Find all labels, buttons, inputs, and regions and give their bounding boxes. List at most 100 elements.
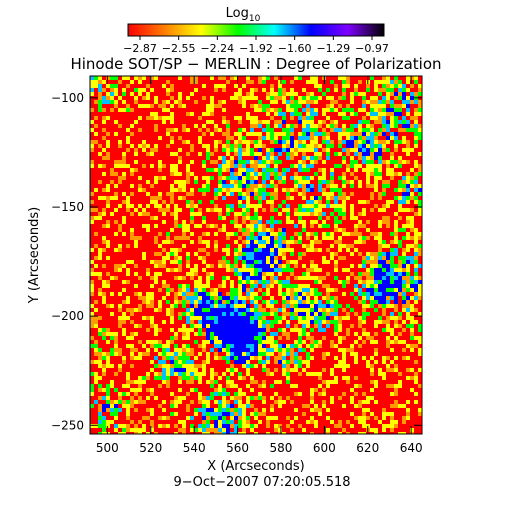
heatmap-cell: [294, 340, 298, 344]
heatmap-cell: [166, 132, 170, 136]
heatmap-cell: [330, 236, 334, 240]
heatmap-cell: [394, 340, 398, 344]
heatmap-cell: [362, 260, 366, 264]
heatmap-cell: [390, 120, 394, 124]
heatmap-cell: [262, 128, 266, 132]
heatmap-cell: [162, 220, 166, 224]
heatmap-cell: [258, 188, 262, 192]
heatmap-cell: [418, 168, 422, 172]
heatmap-cell: [98, 152, 102, 156]
heatmap-cell: [114, 196, 118, 200]
heatmap-cell: [410, 224, 414, 228]
heatmap-cell: [270, 116, 274, 120]
heatmap-cell: [146, 272, 150, 276]
heatmap-cell: [158, 104, 162, 108]
heatmap-cell: [138, 276, 142, 280]
heatmap-cell: [258, 352, 262, 356]
heatmap-cell: [246, 244, 250, 248]
heatmap-cell: [186, 296, 190, 300]
heatmap-cell: [226, 276, 230, 280]
heatmap-cell: [250, 248, 254, 252]
heatmap-cell: [190, 144, 194, 148]
heatmap-cell: [230, 160, 234, 164]
heatmap-cell: [274, 192, 278, 196]
heatmap-cell: [186, 380, 190, 384]
heatmap-cell: [246, 152, 250, 156]
heatmap-cell: [250, 164, 254, 168]
heatmap-cell: [174, 372, 178, 376]
heatmap-cell: [118, 224, 122, 228]
heatmap-cell: [170, 192, 174, 196]
heatmap-cell: [178, 372, 182, 376]
heatmap-cell: [398, 172, 402, 176]
heatmap-cell: [254, 300, 258, 304]
heatmap-cell: [414, 400, 418, 404]
heatmap-cell: [362, 120, 366, 124]
heatmap-cell: [118, 96, 122, 100]
heatmap-cell: [306, 148, 310, 152]
heatmap-cell: [118, 392, 122, 396]
heatmap-cell: [370, 412, 374, 416]
heatmap-cell: [418, 232, 422, 236]
heatmap-cell: [414, 144, 418, 148]
heatmap-cell: [346, 152, 350, 156]
heatmap-cell: [302, 140, 306, 144]
heatmap-cell: [326, 140, 330, 144]
heatmap-cell: [346, 76, 350, 80]
heatmap-cell: [142, 96, 146, 100]
heatmap-cell: [202, 292, 206, 296]
heatmap-cell: [410, 116, 414, 120]
heatmap-cell: [218, 188, 222, 192]
heatmap-cell: [362, 424, 366, 428]
heatmap-cell: [218, 400, 222, 404]
heatmap-cell: [194, 80, 198, 84]
heatmap-cell: [126, 84, 130, 88]
heatmap-cell: [166, 416, 170, 420]
heatmap-cell: [418, 312, 422, 316]
heatmap-cell: [358, 280, 362, 284]
y-tick-label: −200: [51, 309, 84, 323]
heatmap-cell: [294, 368, 298, 372]
heatmap-cell: [382, 148, 386, 152]
heatmap-cell: [282, 360, 286, 364]
heatmap-cell: [418, 132, 422, 136]
heatmap-cell: [246, 196, 250, 200]
heatmap-cell: [286, 368, 290, 372]
heatmap-cell: [370, 232, 374, 236]
heatmap-cell: [370, 272, 374, 276]
heatmap-cell: [258, 280, 262, 284]
heatmap-cell: [322, 232, 326, 236]
heatmap-cell: [246, 188, 250, 192]
heatmap-cell: [174, 256, 178, 260]
heatmap-cell: [278, 96, 282, 100]
heatmap-cell: [294, 364, 298, 368]
heatmap-cell: [374, 352, 378, 356]
heatmap-cell: [374, 108, 378, 112]
heatmap-cell: [254, 292, 258, 296]
heatmap-cell: [238, 192, 242, 196]
heatmap-cell: [270, 408, 274, 412]
heatmap-cell: [222, 320, 226, 324]
heatmap-cell: [374, 168, 378, 172]
heatmap-cell: [214, 312, 218, 316]
heatmap-cell: [250, 396, 254, 400]
heatmap-cell: [282, 128, 286, 132]
heatmap-cell: [262, 344, 266, 348]
heatmap-cell: [114, 120, 118, 124]
heatmap-cell: [246, 304, 250, 308]
heatmap-cell: [254, 280, 258, 284]
heatmap-cell: [234, 356, 238, 360]
heatmap-cell: [242, 208, 246, 212]
heatmap-cell: [226, 144, 230, 148]
heatmap-cell: [214, 400, 218, 404]
heatmap-cell: [394, 84, 398, 88]
heatmap-cell: [314, 280, 318, 284]
heatmap-cell: [370, 196, 374, 200]
heatmap-cell: [290, 248, 294, 252]
heatmap-cell: [198, 380, 202, 384]
heatmap-cell: [226, 400, 230, 404]
heatmap-cell: [226, 408, 230, 412]
heatmap-cell: [166, 240, 170, 244]
heatmap-cell: [318, 340, 322, 344]
heatmap-cell: [322, 120, 326, 124]
